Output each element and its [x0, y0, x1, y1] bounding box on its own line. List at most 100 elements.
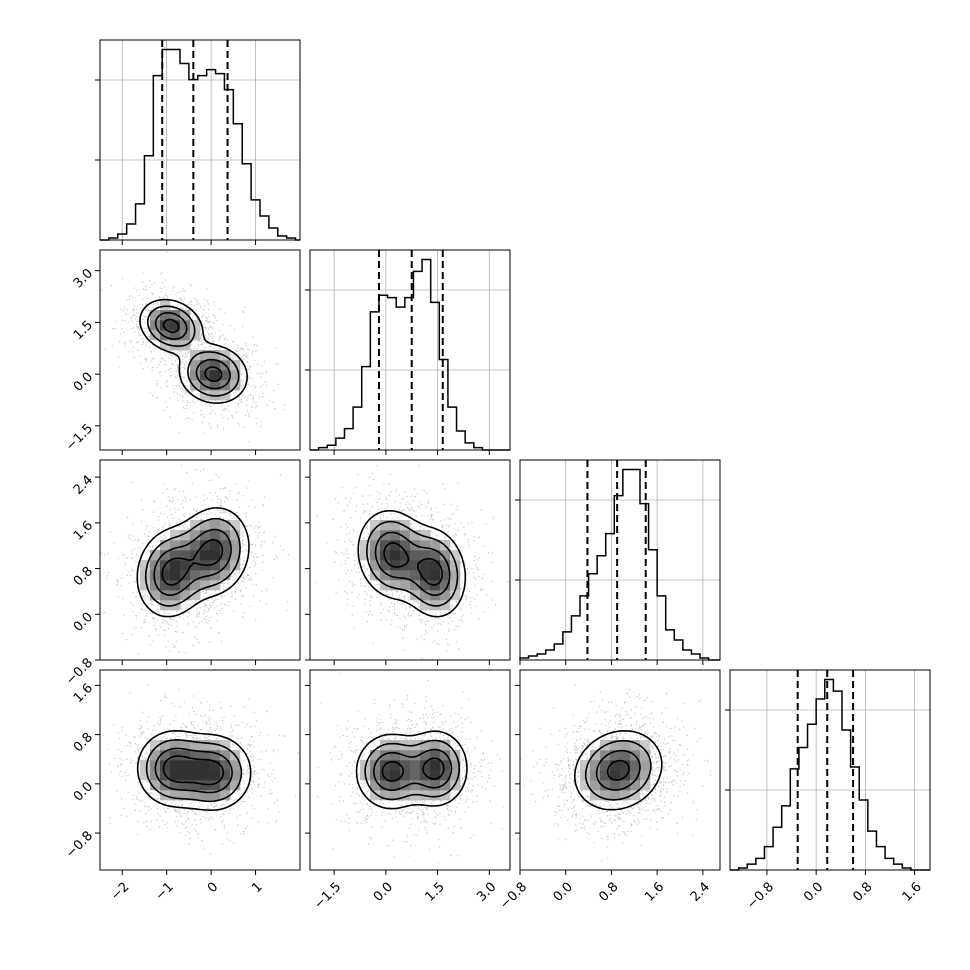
density-bin	[400, 530, 411, 541]
density-bin	[400, 540, 411, 551]
density-bin	[170, 790, 181, 801]
scatter-points	[520, 684, 712, 862]
histogram-step	[100, 48, 300, 241]
density-bin	[370, 750, 381, 761]
x-tick-label: −0.8	[497, 880, 530, 913]
contour-line	[147, 305, 240, 397]
density-bin	[170, 550, 181, 561]
density-bin	[370, 770, 381, 781]
density-bin	[200, 540, 211, 551]
density-bin	[190, 770, 201, 781]
density-bin	[220, 760, 231, 771]
contour-line	[595, 749, 641, 791]
joint-panel-0-2	[99, 459, 301, 661]
contour-line	[136, 507, 250, 618]
density-bin	[390, 790, 401, 801]
contour-line	[161, 538, 224, 586]
density-bin	[450, 580, 461, 591]
x-tick-label: 0.8	[596, 880, 621, 905]
density-bin	[190, 780, 201, 791]
x-tick-label: 2.4	[688, 880, 713, 905]
density-bin	[610, 740, 621, 751]
density-bin	[390, 580, 401, 591]
density-bin	[160, 570, 171, 581]
density-bin	[390, 560, 401, 571]
density-bin	[440, 570, 451, 581]
density-bin	[630, 770, 641, 781]
density-bin	[160, 540, 171, 551]
density-bin	[360, 550, 371, 561]
density-bin	[150, 770, 161, 781]
density-bin	[180, 760, 191, 771]
density-bin	[410, 780, 421, 791]
density-bin	[150, 560, 161, 571]
density-bin	[160, 750, 171, 761]
density-bin	[200, 760, 211, 771]
x-tick-label: 0.0	[801, 880, 826, 905]
density-bin	[620, 770, 631, 781]
density-bin	[370, 530, 381, 541]
density-bin	[220, 740, 231, 751]
density-bin	[150, 580, 161, 591]
density-bin	[400, 520, 411, 531]
density-bin	[620, 740, 631, 751]
contour-line	[145, 739, 243, 803]
density-bin	[140, 760, 151, 771]
scatter-points	[100, 251, 286, 443]
density-bin	[380, 770, 391, 781]
density-bin	[210, 790, 221, 801]
density-bin	[210, 570, 221, 581]
panel-frame	[729, 669, 931, 871]
density-bin	[430, 740, 441, 751]
density-bin	[160, 310, 171, 321]
density-bin	[200, 350, 211, 361]
histogram-panel-3	[725, 669, 931, 871]
density-bin	[610, 780, 621, 791]
density-bin	[160, 580, 171, 591]
contour-line	[383, 542, 443, 586]
density-bin	[180, 770, 191, 781]
density-bin	[370, 790, 381, 801]
contour-line	[153, 528, 232, 596]
histogram-panel-2	[515, 459, 721, 661]
density-bin	[190, 560, 201, 571]
density-bin	[450, 750, 461, 761]
density-bin	[170, 590, 181, 601]
density-bin	[620, 780, 631, 791]
density-bin	[380, 560, 391, 571]
density-bin	[220, 570, 231, 581]
density-bin	[180, 580, 191, 591]
panel-frame	[519, 669, 721, 871]
density-bin	[180, 560, 191, 571]
density-bin	[440, 770, 451, 781]
density-bin	[180, 330, 191, 341]
density-bin	[220, 390, 231, 401]
density-bin	[430, 770, 441, 781]
density-bin	[400, 770, 411, 781]
density-bin	[200, 360, 211, 371]
x-tick-label: 0.8	[850, 880, 875, 905]
density-bin	[190, 520, 201, 531]
density-bin	[200, 790, 211, 801]
density-bin	[150, 550, 161, 561]
density-bin	[220, 790, 231, 801]
density-bin	[200, 520, 211, 531]
density-bin	[630, 780, 641, 791]
density-bin	[370, 540, 381, 551]
density-bin	[400, 790, 411, 801]
density-bin	[170, 320, 181, 331]
density-bin	[430, 570, 441, 581]
density-bin	[390, 740, 401, 751]
density-bin	[590, 760, 601, 771]
density-bin	[410, 750, 421, 761]
x-tick-label: 0.0	[551, 880, 576, 905]
density-bin	[440, 550, 451, 561]
density-bin	[400, 580, 411, 591]
x-tick-label: 1.5	[423, 880, 448, 905]
density-bin	[180, 750, 191, 761]
density-bin	[610, 790, 621, 801]
density-bin	[220, 520, 231, 531]
density-bin	[640, 770, 651, 781]
x-tick-label: −1	[153, 880, 177, 904]
